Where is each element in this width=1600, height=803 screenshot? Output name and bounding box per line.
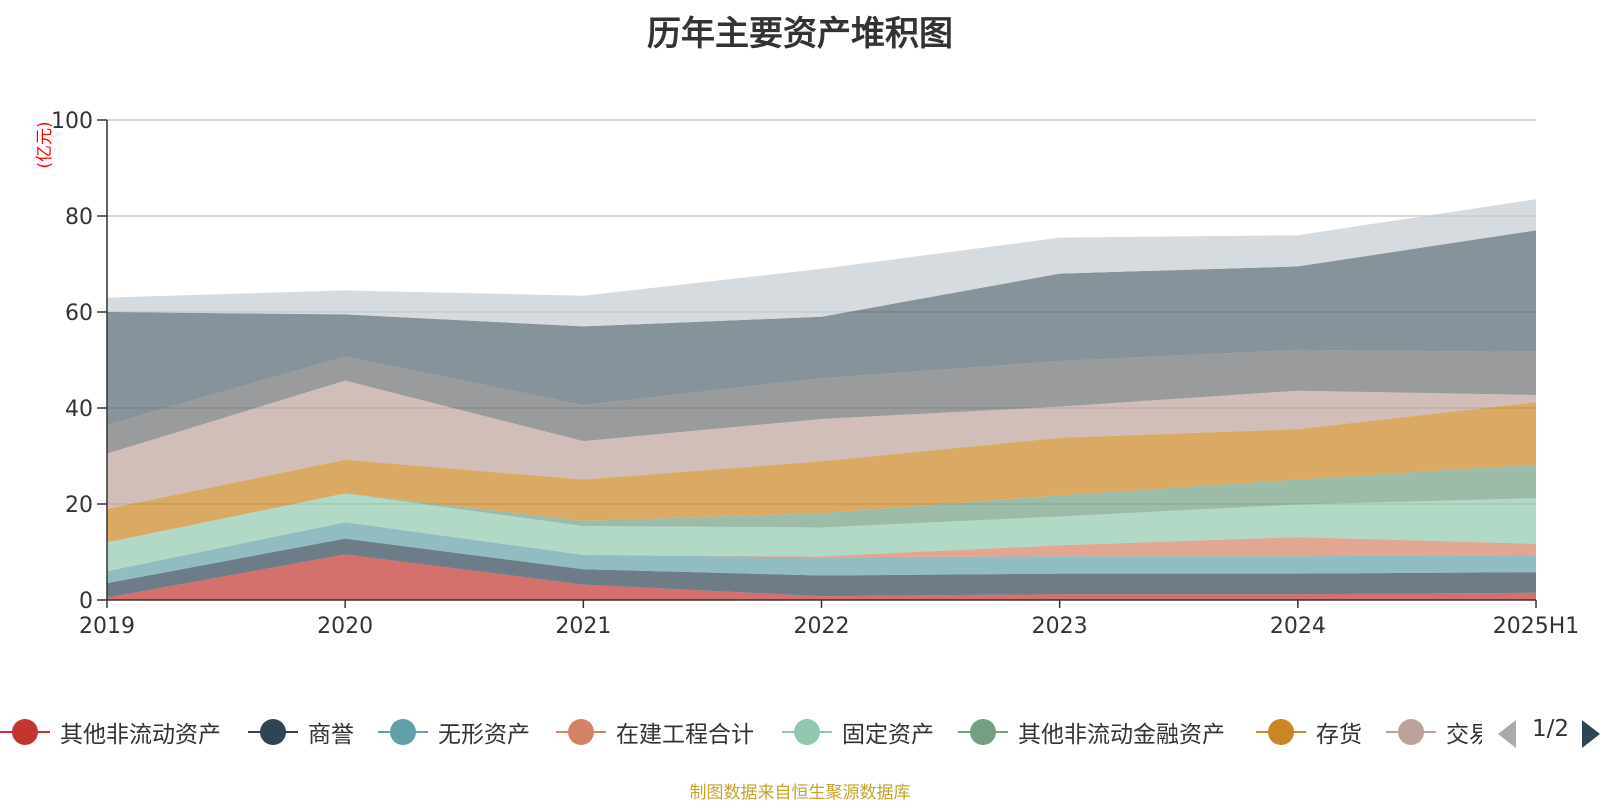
area-series-10: [107, 199, 1536, 327]
legend-marker-icon: [248, 719, 298, 745]
y-axis-unit: (亿元): [35, 121, 55, 168]
area-series-3: [107, 522, 1536, 572]
legend-marker-icon: [782, 719, 832, 745]
legend-item-5[interactable]: 其他非流动金融资产: [958, 706, 1225, 758]
x-tick-label: 2024: [1270, 614, 1326, 639]
legend-item-2[interactable]: 无形资产: [378, 706, 530, 758]
legend-marker-icon: [0, 719, 50, 745]
y-tick-label: 40: [65, 397, 93, 422]
legend: 其他非流动资产 商誉 无形资产 在建工程合计 固定资产 其他非流动金融资产 存货 交易性金融资…: [0, 706, 1600, 758]
legend-label: 在建工程合计: [616, 722, 754, 748]
legend-marker-icon: [1386, 719, 1436, 745]
legend-page-indicator: 1/2: [1532, 716, 1570, 742]
legend-marker-icon: [958, 719, 1008, 745]
area-series-6: [107, 402, 1536, 543]
legend-label: 其他非流动金融资产: [1018, 722, 1225, 748]
x-tick-label: 2023: [1032, 614, 1088, 639]
source-note: 制图数据来自恒生聚源数据库: [689, 783, 911, 803]
x-tick-label: 2025H1: [1493, 614, 1580, 639]
legend-label: 其他非流动资产: [60, 722, 221, 748]
legend-prev-page-icon[interactable]: [1498, 720, 1516, 748]
y-tick-label: 0: [79, 589, 93, 614]
area-series-5: [107, 464, 1536, 543]
y-tick-label: 20: [65, 493, 93, 518]
legend-item-1[interactable]: 商誉: [248, 706, 354, 758]
legend-item-0[interactable]: 其他非流动资产: [0, 706, 221, 758]
x-tick-label: 2019: [79, 614, 135, 639]
axes: 0 20 40 60 80 100 2019 2020 2021 2022 2023 2024 2025…: [51, 109, 1579, 639]
legend-item-7[interactable]: 交易性金融资产: [1386, 706, 1482, 758]
legend-label: 商誉: [308, 722, 354, 748]
legend-next-page-icon[interactable]: [1582, 720, 1600, 748]
legend-marker-icon: [1256, 719, 1306, 745]
area-series-1: [107, 538, 1536, 598]
area-series-9: [107, 230, 1536, 425]
area-series: [107, 199, 1536, 600]
area-series-8: [107, 349, 1536, 454]
area-series-7: [107, 380, 1536, 509]
legend-label: 交易性金融资产: [1446, 722, 1482, 748]
area-series-0: [107, 554, 1536, 600]
y-tick-label: 80: [65, 205, 93, 230]
legend-item-3[interactable]: 在建工程合计: [556, 706, 754, 758]
legend-label: 存货: [1316, 722, 1362, 748]
legend-item-4[interactable]: 固定资产: [782, 706, 934, 758]
legend-item-6[interactable]: 存货: [1256, 706, 1362, 758]
y-tick-label: 100: [51, 109, 93, 134]
x-tick-label: 2021: [555, 614, 611, 639]
stacked-area-chart: 0 20 40 60 80 100 2019 2020 2021 2022 2023 2024 2025…: [35, 109, 1579, 639]
legend-marker-icon: [378, 719, 428, 745]
x-tick-label: 2020: [317, 614, 373, 639]
area-series-2: [107, 522, 1536, 584]
legend-label: 固定资产: [842, 722, 934, 748]
legend-items: 其他非流动资产 商誉 无形资产 在建工程合计 固定资产 其他非流动金融资产 存货 交易性金融资…: [0, 706, 1482, 758]
chart-title: 历年主要资产堆积图: [647, 14, 953, 54]
area-series-4: [107, 493, 1536, 572]
legend-marker-icon: [556, 719, 606, 745]
x-tick-label: 2022: [794, 614, 850, 639]
y-tick-label: 60: [65, 301, 93, 326]
legend-label: 无形资产: [438, 722, 530, 748]
